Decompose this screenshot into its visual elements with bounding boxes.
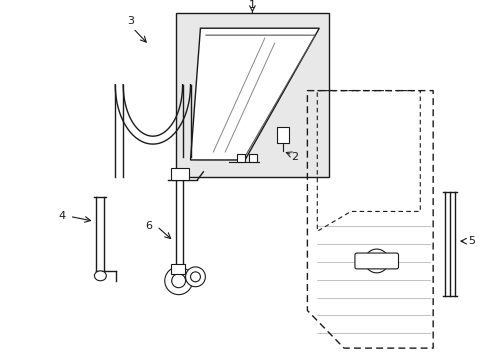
FancyBboxPatch shape [170,168,188,180]
Polygon shape [190,28,319,160]
Circle shape [364,249,388,273]
Bar [170,264,184,274]
FancyBboxPatch shape [354,253,398,269]
Text: 1: 1 [248,0,255,10]
Bar [237,154,244,162]
Text: 3: 3 [127,16,134,26]
Circle shape [185,267,205,287]
Bar [175,13,328,177]
Circle shape [190,272,200,282]
Bar [276,127,288,143]
Circle shape [171,274,185,288]
Circle shape [164,267,192,294]
Text: 6: 6 [145,221,152,231]
Text: 2: 2 [291,152,298,162]
Text: 4: 4 [58,211,65,221]
Bar [248,154,256,162]
Text: 5: 5 [467,236,474,246]
Ellipse shape [94,271,106,281]
